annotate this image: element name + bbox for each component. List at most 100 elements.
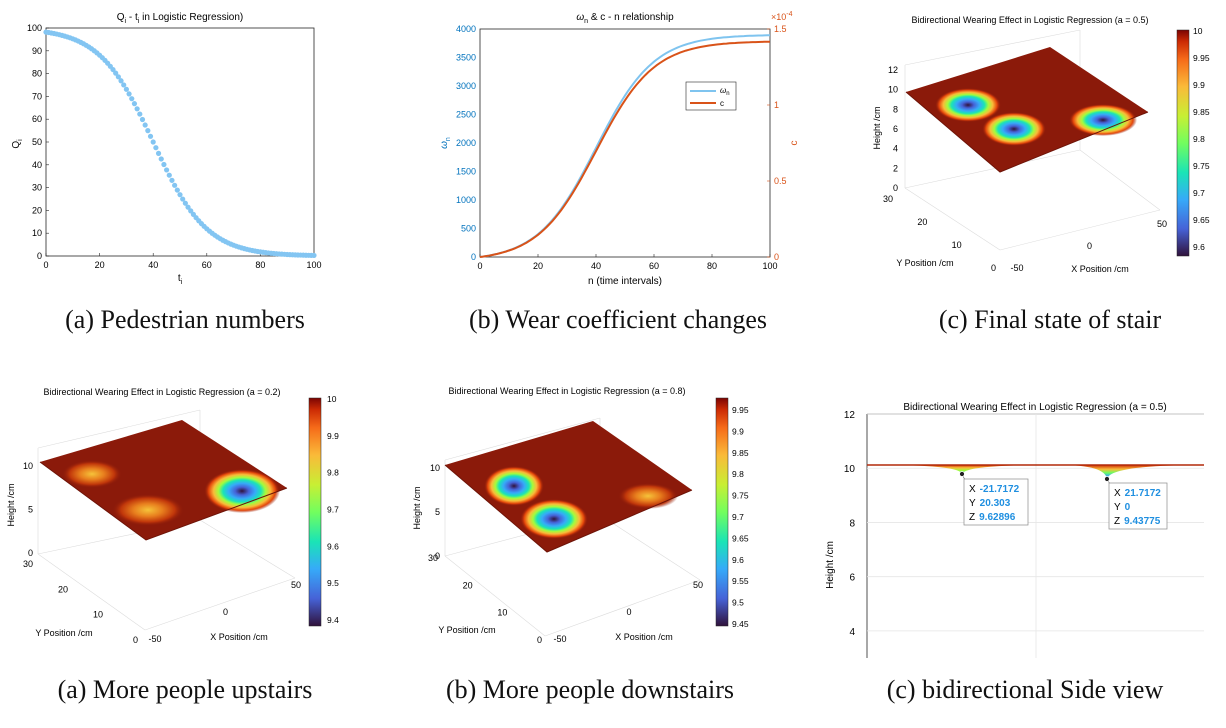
z-tick-label: 0 — [28, 548, 33, 558]
data-point — [147, 133, 154, 139]
data-point — [185, 204, 191, 210]
y-tick-label: 60 — [32, 114, 42, 124]
plot-area — [45, 27, 315, 257]
x-axis-label: X Position /cm — [1071, 264, 1129, 274]
datatip-y: Y 20.303 — [969, 498, 1011, 509]
surface-edge — [905, 91, 1149, 173]
series-line-c — [479, 40, 771, 258]
y-tick-label: 10 — [93, 610, 103, 620]
colorbar — [715, 397, 729, 627]
colorbar-tick-label: 9.5 — [327, 578, 339, 588]
y-left-tick-label: 2500 — [456, 110, 476, 120]
wear-profile-right — [1060, 465, 1204, 479]
datatip-box — [1108, 482, 1168, 530]
y-tick-label: 30 — [428, 553, 438, 563]
y-tick-label: 30 — [883, 194, 893, 204]
colorbar-tick-label: 9.85 — [1193, 107, 1210, 117]
datatip-left[interactable]: X -21.7172 Y 20.303 Z 9.62896 — [959, 471, 1029, 526]
x-axis-label: n (time intervals) — [588, 276, 662, 287]
colorbar-tick-label: 9.45 — [732, 619, 749, 629]
y-tick-label: 4 — [849, 627, 855, 638]
data-point — [155, 150, 162, 156]
z-tick-label: 2 — [893, 163, 898, 173]
z-tick-label: 5 — [28, 505, 33, 515]
y-axis-label: Y Position /cm — [438, 625, 495, 635]
y-axis-label: Y Position /cm — [35, 628, 92, 638]
y-tick-label: 20 — [58, 584, 68, 594]
z-tick-label: 10 — [888, 85, 898, 95]
surface — [444, 421, 693, 553]
data-point — [188, 208, 194, 214]
legend-label-c: c — [720, 99, 724, 108]
z-tick-label: 4 — [893, 144, 898, 154]
colorbar-tick-label: 9.4 — [327, 615, 339, 625]
data-point — [150, 139, 156, 145]
wear-profile-left — [880, 465, 1045, 474]
datatip-marker[interactable] — [959, 471, 965, 477]
x-tick-label: -50 — [553, 634, 566, 644]
data-point — [145, 128, 151, 134]
data-point — [142, 122, 148, 128]
colorbar-tick-label: 9.5 — [732, 598, 744, 608]
data-point — [172, 182, 178, 188]
datatip-box — [963, 478, 1029, 526]
x-tick-label: -50 — [148, 634, 161, 644]
y-axis-label: Y Position /cm — [896, 258, 953, 268]
x-tick-label: 50 — [693, 580, 703, 590]
datatip-marker[interactable] — [1104, 476, 1110, 482]
x-tick-label: 20 — [533, 261, 543, 271]
x-tick-label: 40 — [591, 261, 601, 271]
x-tick-label: 20 — [95, 260, 105, 270]
y-left-tick-label: 2000 — [456, 138, 476, 148]
data-point — [311, 252, 317, 259]
data-point — [131, 101, 138, 107]
x-tick-label: 0 — [626, 607, 631, 617]
legend-box — [685, 81, 737, 111]
y-right-tick-label: 0.5 — [774, 176, 787, 186]
y-tick-label: 0 — [991, 263, 996, 273]
y-left-tick-label: 1500 — [456, 167, 476, 177]
chart-title: Bidirectional Wearing Effect in Logistic… — [448, 386, 685, 396]
colorbar-tick-label: 9.65 — [1193, 215, 1210, 225]
wear-spot — [112, 494, 184, 526]
surface — [905, 47, 1149, 173]
colorbar-tick-label: 9.95 — [1193, 53, 1210, 63]
colorbar-tick-label: 9.55 — [732, 576, 749, 586]
wear-spot — [62, 460, 122, 488]
chart-pedestrian-numbers: Qi - ti in Logistic Regression) ti Qi 0 2… — [11, 12, 322, 286]
data-point — [129, 96, 135, 102]
data-point — [134, 106, 140, 112]
data-point — [139, 116, 146, 123]
x-tick-label: 50 — [291, 580, 301, 590]
z-tick-label: 5 — [435, 507, 440, 517]
colorbar-tick-label: 9.75 — [1193, 161, 1210, 171]
data-point — [123, 86, 129, 92]
chart-final-state-surface: Bidirectional Wearing Effect in Logistic… — [872, 15, 1210, 274]
x-tick-label: 50 — [1157, 219, 1167, 229]
y-right-tick-label: 1 — [774, 100, 779, 110]
wear-spot — [1069, 104, 1137, 136]
z-axis-label: Height /cm — [872, 106, 882, 149]
right-axis-exponent: ×10-4 — [771, 11, 793, 22]
y-tick-label: 30 — [23, 559, 33, 569]
colorbar-tick-label: 9.95 — [732, 405, 749, 415]
datatip-x: X 21.7172 — [1114, 488, 1161, 499]
data-point — [180, 196, 186, 202]
chart-wear-coefficient: ωn & c - n relationship n (time interval… — [439, 11, 800, 287]
x-tick-label: 80 — [255, 260, 265, 270]
colorbar-tick-label: 9.7 — [732, 512, 744, 522]
y-left-tick-label: 0 — [471, 252, 476, 262]
z-tick-label: 0 — [893, 183, 898, 193]
chart-title: Qi - ti in Logistic Regression) — [117, 12, 244, 25]
caption-c2: (c) bidirectional Side view — [886, 675, 1164, 704]
z-tick-label: 8 — [893, 104, 898, 114]
surface-edge — [444, 464, 693, 553]
y-tick-label: 80 — [32, 69, 42, 79]
data-point — [153, 145, 159, 151]
x-tick-label: 0 — [1087, 241, 1092, 251]
colorbar-tick-label: 9.9 — [732, 426, 744, 436]
y-tick-label: 8 — [849, 518, 855, 529]
x-tick-label: 100 — [762, 261, 777, 271]
